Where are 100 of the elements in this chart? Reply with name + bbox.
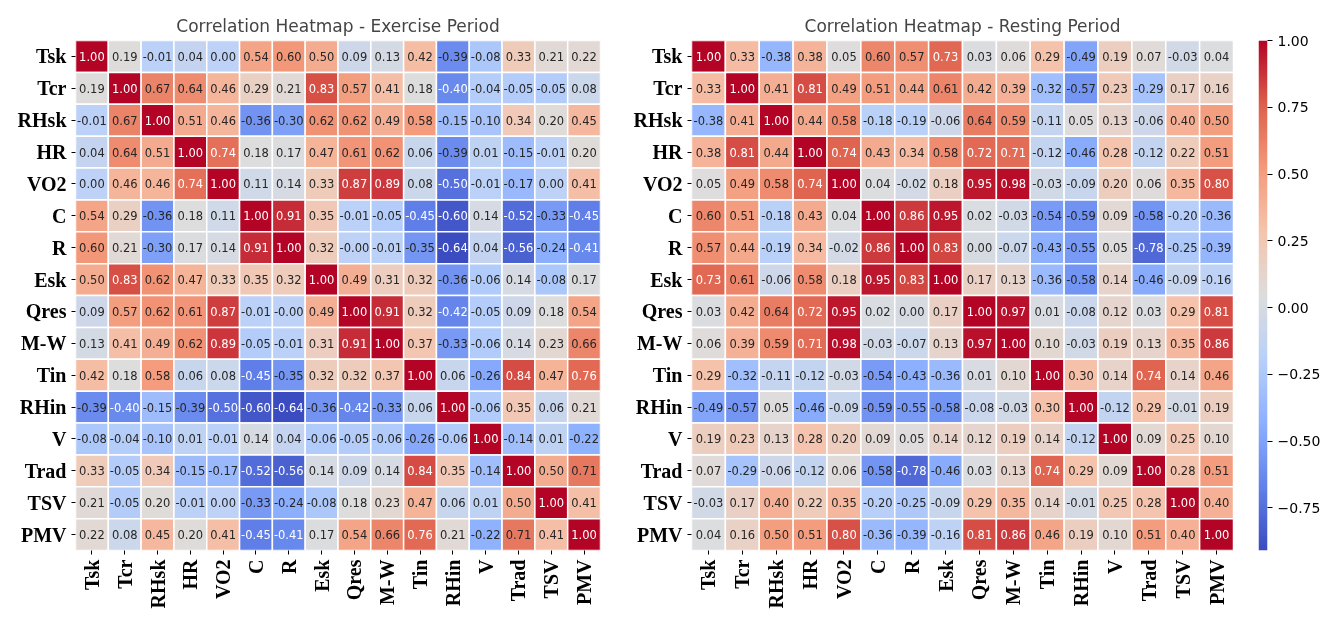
data-label: -0.36: [1032, 273, 1063, 288]
data-label: -0.03: [998, 400, 1029, 415]
y-tick-label: Qres: [641, 300, 683, 323]
data-label: -0.18: [862, 113, 893, 128]
data-label: 0.95: [865, 273, 891, 288]
data-label: -0.09: [930, 496, 961, 511]
data-label: -0.32: [1032, 81, 1063, 96]
data-label: 0.18: [932, 177, 959, 192]
data-label: 0.35: [1169, 336, 1196, 351]
data-label: 1.00: [1203, 528, 1230, 543]
data-label: 0.10: [1000, 368, 1027, 383]
data-label: -0.36: [306, 400, 337, 415]
data-label: 0.18: [538, 304, 565, 319]
data-label: -0.15: [142, 400, 173, 415]
data-label: -0.15: [437, 113, 468, 128]
data-label: 0.98: [1000, 177, 1027, 192]
data-label: -0.12: [1133, 145, 1164, 160]
data-label: -0.56: [273, 464, 304, 479]
data-label: 0.19: [1203, 400, 1230, 415]
data-label: 0.16: [729, 528, 756, 543]
data-label: -0.41: [273, 528, 304, 543]
data-label: -0.33: [536, 209, 567, 224]
data-label: 0.46: [1203, 368, 1230, 383]
data-label: 0.04: [1203, 49, 1230, 64]
data-label: 1.00: [243, 209, 269, 224]
color-bar-label: 0.25: [1277, 232, 1309, 249]
data-label: -0.07: [896, 336, 927, 351]
y-tick-label: Esk: [650, 268, 684, 291]
x-tick-label: Esk: [310, 558, 333, 592]
data-label: 0.60: [865, 49, 891, 64]
data-label: 0.74: [1136, 368, 1162, 383]
data-label: -0.52: [503, 209, 534, 224]
data-label: 0.19: [79, 81, 105, 96]
data-label: 0.58: [144, 368, 171, 383]
data-label: -0.35: [405, 241, 435, 256]
data-label: 0.47: [407, 496, 433, 511]
data-label: 0.18: [243, 145, 269, 160]
data-label: 0.87: [210, 304, 236, 319]
data-label: 0.42: [966, 81, 993, 96]
data-label: 0.58: [797, 273, 823, 288]
data-label: -0.03: [693, 496, 724, 511]
data-label: -0.06: [470, 273, 501, 288]
data-label: -0.06: [470, 336, 501, 351]
data-label: 0.60: [79, 241, 105, 256]
data-label: 0.62: [374, 145, 401, 160]
x-tick-label: RHsk: [765, 558, 788, 609]
data-label: -0.01: [372, 241, 403, 256]
data-label: -0.42: [339, 400, 370, 415]
y-tick-label: R: [52, 236, 68, 259]
data-label: 0.95: [932, 209, 959, 224]
data-label: 0.03: [966, 49, 993, 64]
data-label: -0.01: [1066, 496, 1096, 511]
data-label: -0.52: [241, 464, 271, 479]
data-label: -0.05: [241, 336, 271, 351]
data-label: -0.05: [536, 81, 567, 96]
data-label: -0.06: [761, 464, 792, 479]
data-label: 0.09: [1102, 464, 1128, 479]
data-label: 0.01: [177, 432, 204, 447]
data-label: 0.46: [1034, 528, 1060, 543]
data-label: -0.05: [109, 464, 140, 479]
data-label: 0.58: [831, 113, 857, 128]
data-label: -0.36: [1201, 209, 1232, 224]
data-label: 0.33: [505, 49, 532, 64]
data-label: 0.66: [571, 336, 597, 351]
data-label: 0.05: [1068, 113, 1094, 128]
data-label: 0.29: [1068, 464, 1094, 479]
data-label: -0.05: [372, 209, 403, 224]
data-label: 0.32: [275, 273, 302, 288]
data-label: -0.39: [175, 400, 206, 415]
data-label: 0.08: [111, 528, 138, 543]
data-label: 0.35: [505, 400, 532, 415]
data-label: 0.58: [763, 177, 789, 192]
data-label: 0.13: [374, 49, 401, 64]
data-label: 0.37: [407, 336, 433, 351]
data-label: -0.30: [142, 241, 173, 256]
data-label: 0.44: [763, 145, 789, 160]
data-label: 0.14: [308, 464, 335, 479]
data-label: 0.41: [111, 336, 138, 351]
data-label: 0.51: [144, 145, 171, 160]
data-label: 0.21: [275, 81, 302, 96]
data-label: 0.02: [865, 304, 891, 319]
data-label: 0.49: [341, 273, 368, 288]
data-label: -0.78: [896, 464, 927, 479]
data-label: 0.17: [932, 304, 959, 319]
data-label: 0.35: [1169, 177, 1196, 192]
data-label: -0.40: [109, 400, 140, 415]
data-label: -0.60: [437, 209, 468, 224]
data-label: 0.62: [144, 273, 171, 288]
data-label: -0.43: [1032, 241, 1063, 256]
data-label: 0.41: [729, 113, 756, 128]
data-label: -0.58: [1066, 273, 1096, 288]
data-label: 0.35: [243, 273, 269, 288]
data-label: -0.16: [930, 528, 961, 543]
data-label: -0.35: [273, 368, 304, 383]
data-label: -0.41: [569, 241, 599, 256]
data-label: 0.04: [472, 241, 499, 256]
data-label: 0.09: [341, 464, 368, 479]
data-label: -0.01: [339, 209, 370, 224]
data-label: 0.43: [797, 209, 823, 224]
data-label: -0.55: [896, 400, 927, 415]
